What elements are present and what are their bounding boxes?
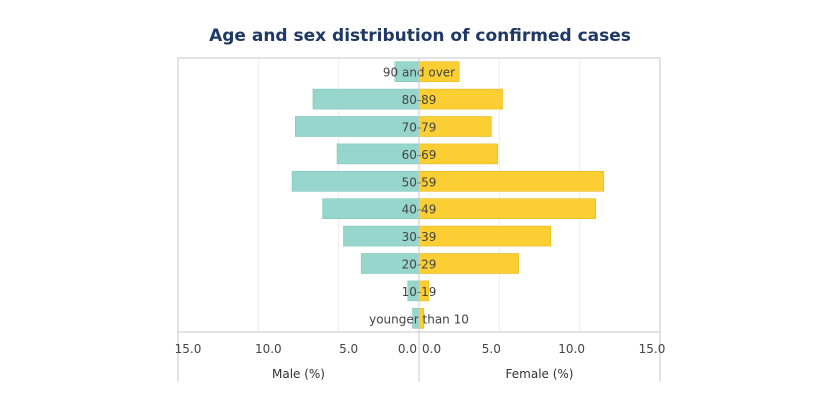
chart-title: Age and sex distribution of confirmed ca… [209, 26, 631, 46]
bar-female [418, 225, 552, 247]
bar-male [291, 171, 420, 192]
bar-female [418, 198, 597, 219]
axis-label-male: Male (%) [272, 367, 325, 381]
tick-label-female: 10.0 [558, 342, 585, 356]
axis-label-female: Female (%) [506, 367, 574, 381]
tick-label-male: 5.0 [339, 342, 358, 356]
tick-label-male: 15.0 [175, 342, 202, 356]
tick-label-male: 0.0 [398, 342, 417, 356]
tick-label-male: 10.0 [255, 342, 282, 356]
tick-label-female: 0.0 [422, 342, 441, 356]
bar-female [418, 171, 605, 192]
bars [291, 61, 605, 329]
axes: 15.0 10.0 5.0 0.0 0.0 5.0 10.0 15.0 Male (%) Fema… [175, 57, 666, 382]
tick-label-female: 15.0 [639, 342, 666, 356]
bar-male [294, 116, 420, 137]
tick-label-female: 5.0 [482, 342, 501, 356]
